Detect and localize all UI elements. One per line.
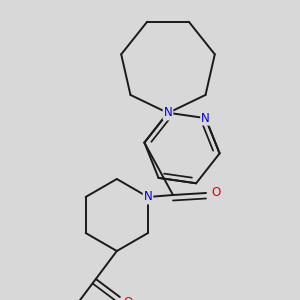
Text: N: N (144, 190, 152, 203)
Text: O: O (212, 187, 220, 200)
Text: O: O (123, 296, 132, 300)
Text: N: N (201, 112, 210, 124)
Text: N: N (164, 106, 172, 119)
